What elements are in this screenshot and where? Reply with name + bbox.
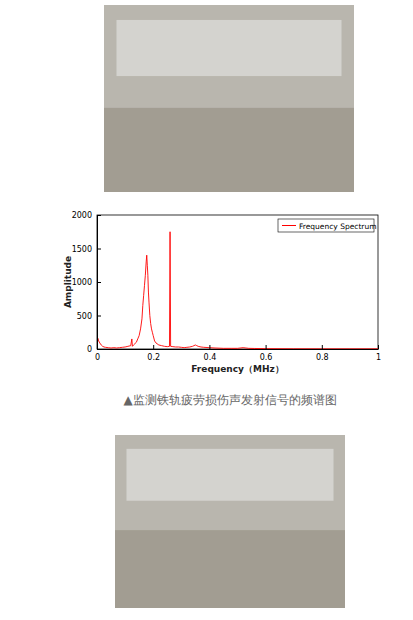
y-axis-title: Amplitude (63, 256, 73, 308)
x-tick-mark (209, 345, 210, 349)
photo-wall (117, 20, 342, 76)
legend-label: Frequency Spectrum (299, 222, 376, 231)
y-tick-mark (97, 215, 101, 216)
x-tick: 0.8 (316, 345, 329, 362)
y-tick: 2000 (72, 211, 101, 220)
plot-frame (97, 215, 378, 349)
x-tick-label: 1 (376, 353, 381, 362)
y-tick-label: 0 (87, 345, 92, 354)
photo-floor (104, 108, 354, 192)
y-axis: 0 500 1000 1500 2000 (72, 211, 101, 354)
x-tick-label: 0 (95, 353, 100, 362)
x-tick-label: 0.8 (316, 353, 329, 362)
photo-frame (104, 5, 354, 192)
legend-swatch (282, 225, 296, 226)
photo (104, 5, 354, 192)
y-tick-label: 1000 (72, 278, 92, 287)
photo-floor (115, 530, 345, 608)
x-tick: 0.4 (204, 345, 217, 362)
x-tick-label: 0.2 (147, 353, 160, 362)
y-tick: 500 (77, 312, 101, 321)
plot-area (97, 232, 378, 349)
x-tick-label: 0.6 (260, 353, 273, 362)
caption: ▲监测铁轨疲劳损伤声发射信号的频谱图 (123, 393, 336, 407)
y-tick: 1000 (72, 278, 101, 287)
x-axis: 0 0.2 0.4 0.6 0.8 1 (95, 345, 381, 362)
y-tick: 0 (87, 345, 101, 354)
x-tick: 0.6 (260, 345, 273, 362)
y-tick-mark (97, 316, 101, 317)
x-axis-line (98, 349, 379, 350)
y-tick-label: 1500 (72, 245, 92, 254)
y-tick-mark (97, 282, 101, 283)
y-tick-label: 2000 (72, 211, 92, 220)
x-tick-label: 0.4 (204, 353, 217, 362)
x-tick: 0.2 (147, 345, 160, 362)
x-tick-mark (153, 345, 154, 349)
photo-wall (127, 449, 334, 501)
x-tick: 1 (376, 345, 381, 362)
page: 0 0.2 0.4 0.6 0.8 1 0 500 1000 1500 2000 Frequency（… (0, 0, 413, 620)
legend: Frequency Spectrum (278, 219, 376, 232)
y-tick-mark (97, 349, 101, 350)
x-axis-title: Frequency（MHz） (191, 364, 283, 374)
y-tick: 1500 (72, 245, 101, 254)
y-tick-mark (97, 249, 101, 250)
photo-frame (115, 435, 345, 608)
spectrum-line (97, 232, 378, 349)
photo (115, 435, 345, 608)
x-tick-mark (266, 345, 267, 349)
y-tick-label: 500 (77, 312, 92, 321)
x-tick-mark (322, 345, 323, 349)
x-tick-mark (378, 345, 379, 349)
